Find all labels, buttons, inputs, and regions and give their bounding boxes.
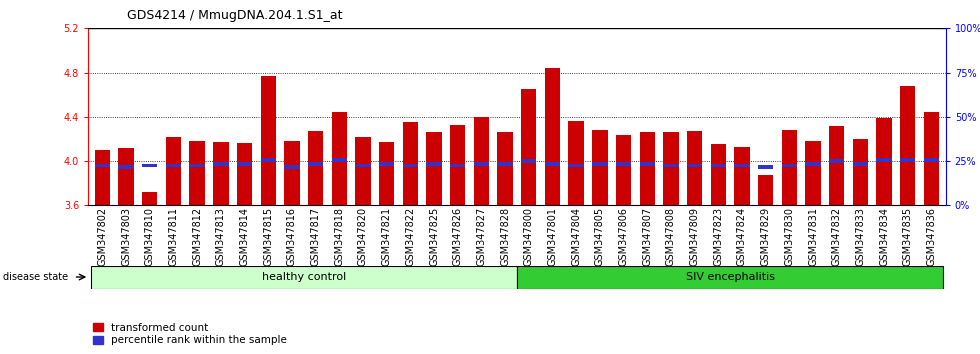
Bar bbox=[379, 162, 394, 166]
Bar bbox=[426, 132, 442, 205]
Bar bbox=[876, 158, 892, 162]
Bar bbox=[806, 162, 820, 166]
Bar bbox=[615, 135, 631, 205]
Bar bbox=[426, 162, 442, 166]
Bar bbox=[95, 164, 110, 167]
Bar bbox=[853, 139, 868, 205]
Bar bbox=[592, 162, 608, 166]
Bar bbox=[284, 165, 300, 169]
Bar bbox=[782, 130, 797, 205]
Bar bbox=[95, 150, 110, 205]
Text: healthy control: healthy control bbox=[262, 272, 346, 282]
Bar bbox=[119, 148, 134, 205]
Bar bbox=[900, 86, 915, 205]
Bar bbox=[308, 131, 323, 205]
Bar bbox=[924, 113, 939, 205]
Bar bbox=[214, 162, 228, 166]
Bar bbox=[829, 159, 845, 163]
Bar bbox=[284, 141, 300, 205]
Bar bbox=[331, 113, 347, 205]
Bar bbox=[450, 125, 465, 205]
Bar bbox=[237, 143, 252, 205]
Bar bbox=[734, 164, 750, 167]
Bar bbox=[521, 89, 536, 205]
Bar bbox=[166, 137, 181, 205]
Bar bbox=[166, 164, 181, 167]
Bar bbox=[663, 132, 678, 205]
Bar bbox=[734, 147, 750, 205]
Bar bbox=[782, 164, 797, 167]
Bar bbox=[379, 142, 394, 205]
Bar bbox=[829, 126, 845, 205]
Bar bbox=[261, 158, 276, 162]
Bar bbox=[214, 142, 228, 205]
Bar bbox=[806, 141, 820, 205]
Bar bbox=[758, 176, 773, 205]
Legend: transformed count, percentile rank within the sample: transformed count, percentile rank withi… bbox=[93, 322, 287, 345]
Bar bbox=[498, 162, 513, 166]
Bar bbox=[119, 165, 134, 169]
Bar bbox=[308, 162, 323, 166]
Bar bbox=[900, 158, 915, 162]
Bar bbox=[473, 117, 489, 205]
Text: GDS4214 / MmugDNA.204.1.S1_at: GDS4214 / MmugDNA.204.1.S1_at bbox=[127, 9, 343, 22]
Bar bbox=[758, 165, 773, 169]
Bar bbox=[687, 164, 703, 167]
Bar bbox=[545, 162, 561, 166]
Bar bbox=[189, 141, 205, 205]
Bar bbox=[473, 162, 489, 166]
Bar bbox=[450, 164, 465, 167]
Bar bbox=[356, 164, 370, 167]
Bar bbox=[356, 137, 370, 205]
Bar bbox=[924, 158, 939, 162]
Bar bbox=[687, 131, 703, 205]
Bar bbox=[640, 132, 655, 205]
Text: disease state: disease state bbox=[3, 272, 68, 282]
Bar bbox=[663, 164, 678, 167]
Bar bbox=[331, 158, 347, 162]
Bar bbox=[710, 144, 726, 205]
Bar bbox=[615, 162, 631, 166]
Bar bbox=[261, 76, 276, 205]
Bar bbox=[876, 118, 892, 205]
Bar bbox=[710, 164, 726, 167]
Bar bbox=[189, 164, 205, 167]
Bar bbox=[545, 68, 561, 205]
Bar bbox=[592, 130, 608, 205]
Bar bbox=[853, 162, 868, 166]
Bar bbox=[517, 266, 944, 289]
Bar bbox=[521, 159, 536, 163]
Bar bbox=[142, 164, 158, 167]
Bar bbox=[498, 132, 513, 205]
Bar bbox=[142, 192, 158, 205]
Bar bbox=[640, 162, 655, 166]
Text: SIV encephalitis: SIV encephalitis bbox=[686, 272, 774, 282]
Bar bbox=[568, 121, 584, 205]
Bar bbox=[568, 164, 584, 167]
Bar bbox=[237, 162, 252, 166]
Bar bbox=[90, 266, 516, 289]
Bar bbox=[403, 122, 418, 205]
Bar bbox=[403, 164, 418, 167]
